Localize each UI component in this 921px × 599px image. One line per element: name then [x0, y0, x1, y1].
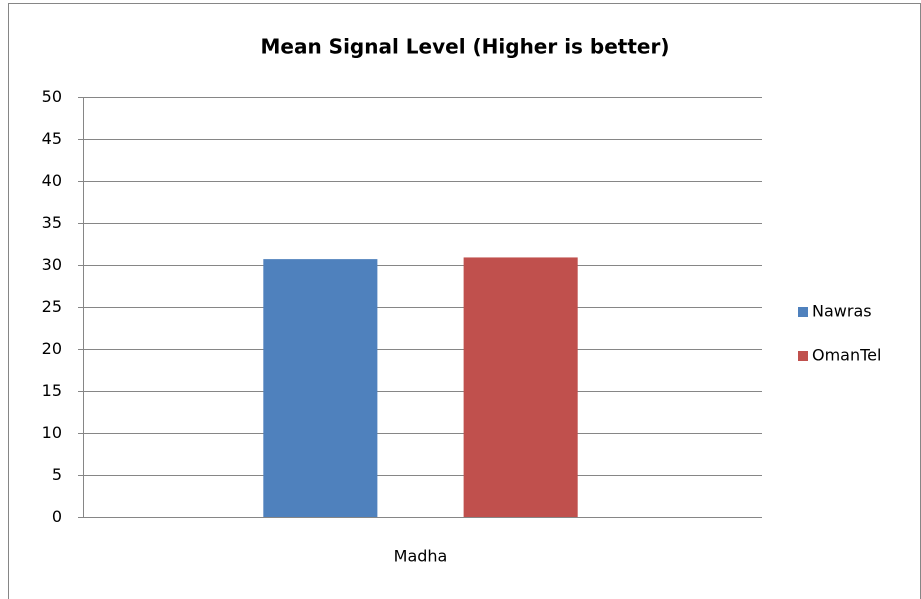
y-tick-label: 45: [42, 129, 62, 148]
bar: [463, 257, 578, 517]
y-tick-label: 35: [42, 213, 62, 232]
y-tick-label: 5: [52, 465, 62, 484]
y-tick-label: 10: [42, 423, 62, 442]
y-tick-label: 20: [42, 339, 62, 358]
chart-title: Mean Signal Level (Higher is better): [261, 35, 670, 59]
x-tick-label: Madha: [394, 547, 448, 566]
y-tick-label: 0: [52, 507, 62, 526]
legend-swatch: [798, 351, 808, 361]
y-tick-label: 30: [42, 255, 62, 274]
y-tick-label: 25: [42, 297, 62, 316]
legend-swatch: [798, 307, 808, 317]
y-tick-label: 15: [42, 381, 62, 400]
y-tick-label: 50: [42, 87, 62, 106]
legend-label: OmanTel: [812, 346, 881, 365]
legend-label: Nawras: [812, 302, 872, 321]
bar: [263, 259, 378, 517]
y-tick-label: 40: [42, 171, 62, 190]
